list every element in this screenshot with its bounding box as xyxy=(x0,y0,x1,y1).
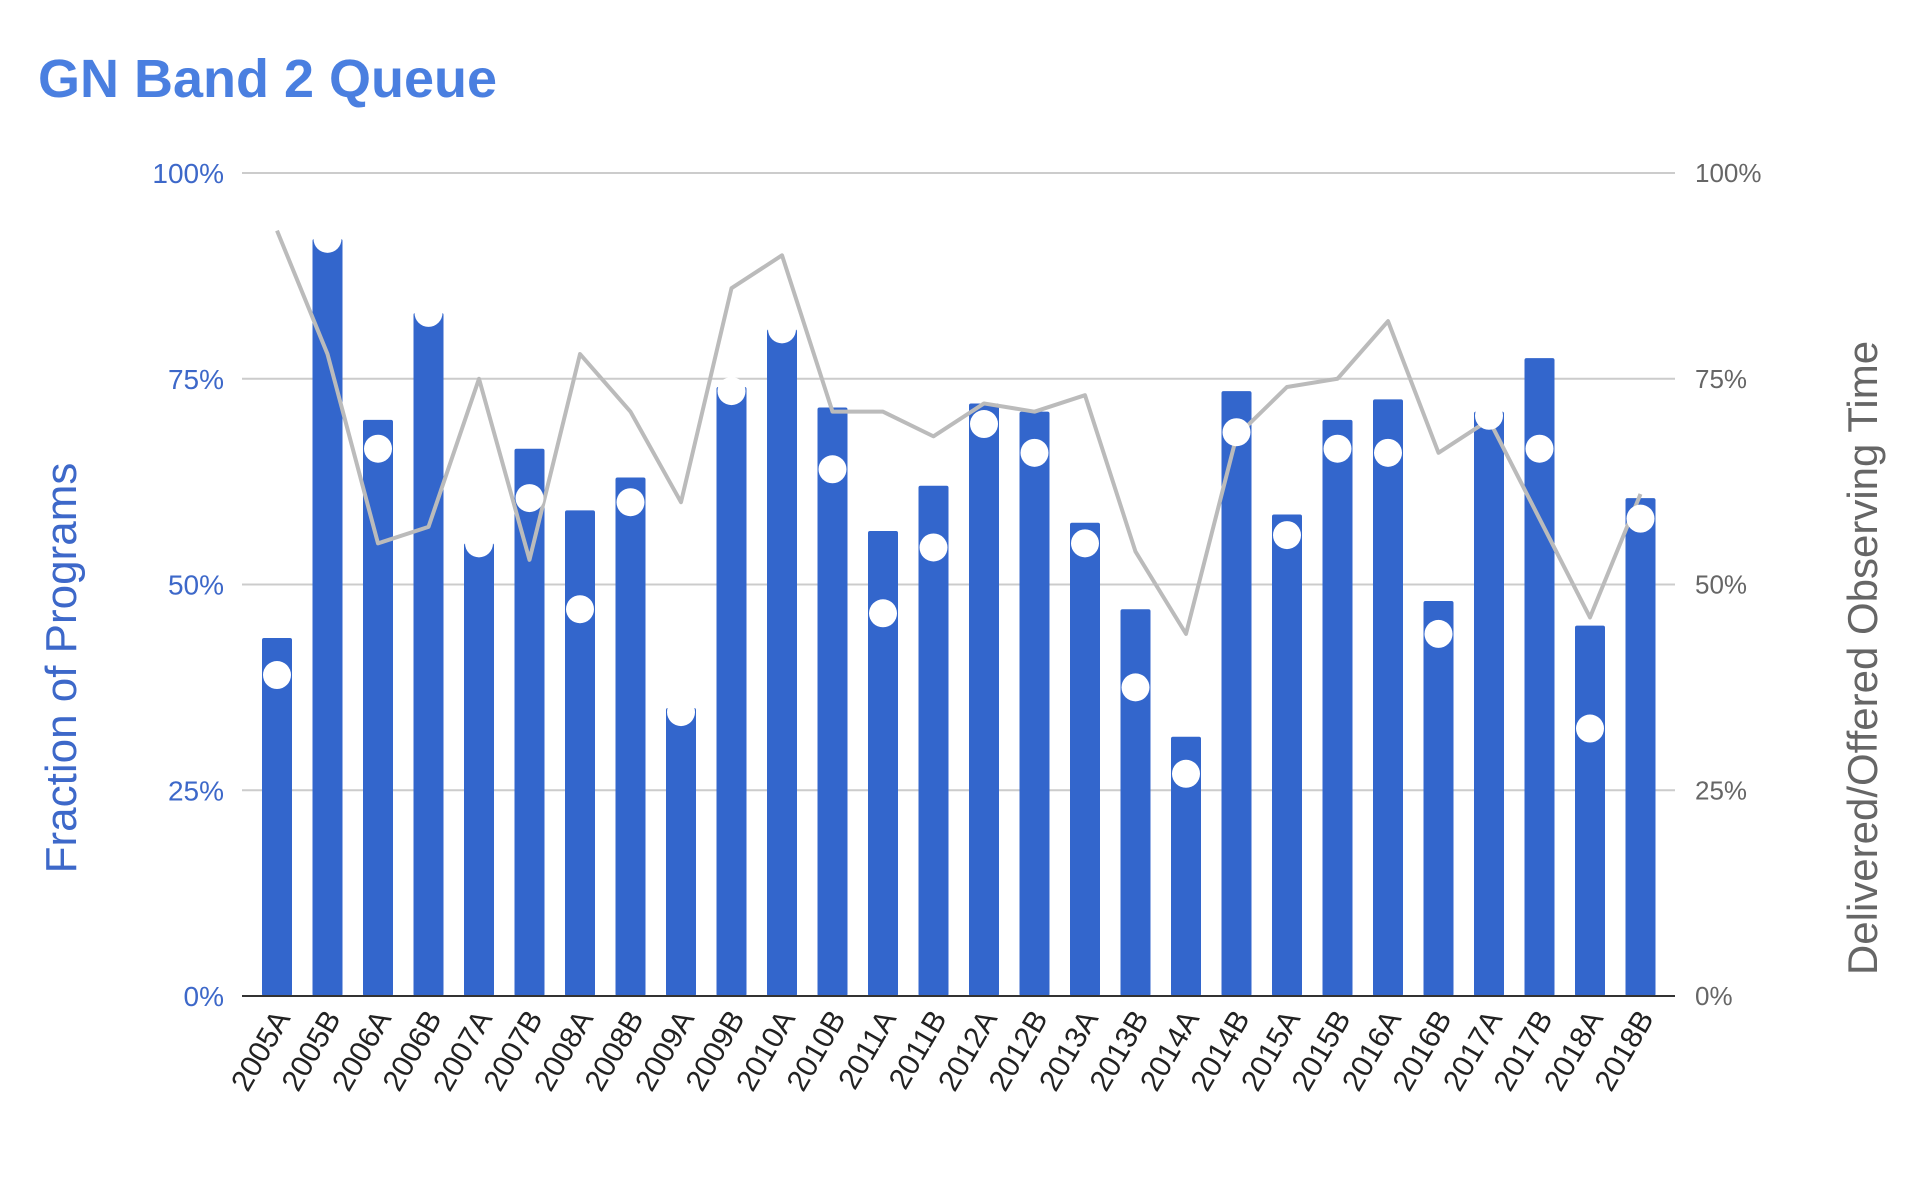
data-dot xyxy=(818,455,847,484)
bar xyxy=(767,329,797,996)
data-dot xyxy=(970,410,998,439)
data-dot xyxy=(1323,434,1352,463)
data-dot xyxy=(1475,401,1503,430)
data-dot xyxy=(515,484,544,513)
bar xyxy=(716,386,747,997)
bar xyxy=(868,531,898,996)
bar xyxy=(1019,411,1050,996)
bar xyxy=(1423,600,1454,996)
bar xyxy=(666,707,696,996)
data-dot xyxy=(919,533,948,562)
data-dot xyxy=(1576,714,1604,743)
bar xyxy=(363,419,393,996)
gridlines xyxy=(242,172,1675,792)
data-dot xyxy=(1273,521,1301,550)
data-dot xyxy=(1071,529,1099,558)
y2-tick-label: 0% xyxy=(1695,981,1733,1011)
y2-tick-label: 25% xyxy=(1695,775,1747,805)
bar xyxy=(514,448,545,997)
y2-tick-label: 75% xyxy=(1695,364,1747,394)
bar xyxy=(969,403,999,996)
data-dot xyxy=(566,595,594,624)
data-dot xyxy=(263,661,291,690)
data-dot xyxy=(1172,759,1200,788)
bar xyxy=(413,312,444,996)
bar xyxy=(1221,391,1252,997)
chart-title: GN Band 2 Queue xyxy=(38,49,498,109)
bar xyxy=(1373,399,1403,996)
data-dot xyxy=(869,599,897,628)
y-tick-label: 25% xyxy=(168,775,224,806)
data-dot xyxy=(616,488,645,517)
y2-tick-label: 100% xyxy=(1695,158,1762,188)
y-tick-label: 100% xyxy=(152,158,224,189)
y2-axis-title: Delivered/Offered Observing Time xyxy=(1839,341,1886,975)
data-dot xyxy=(1424,619,1453,648)
bar xyxy=(918,485,949,996)
dot-series xyxy=(263,224,1655,788)
y-tick-label: 0% xyxy=(184,981,224,1012)
bar xyxy=(1120,609,1151,996)
data-dot xyxy=(768,315,796,344)
data-dot xyxy=(717,377,746,406)
y-tick-label: 75% xyxy=(168,364,224,395)
data-dot xyxy=(364,434,392,463)
line-series-path xyxy=(275,229,1643,636)
y2-tick-label: 50% xyxy=(1695,570,1747,600)
data-dot xyxy=(1121,673,1150,702)
y-tick-label: 50% xyxy=(168,570,224,601)
bar xyxy=(464,543,494,996)
bar xyxy=(565,510,595,996)
bar xyxy=(1322,419,1353,996)
data-dot xyxy=(465,529,493,558)
bar xyxy=(262,637,292,996)
data-dot xyxy=(1525,434,1554,463)
data-dot xyxy=(414,298,443,327)
bar xyxy=(312,238,343,997)
bar xyxy=(1625,498,1656,996)
data-dot xyxy=(1626,504,1655,533)
bar xyxy=(1272,514,1302,996)
line-series xyxy=(275,229,1643,636)
data-dot xyxy=(1374,438,1402,467)
data-dot xyxy=(313,224,342,253)
data-dot xyxy=(1222,418,1251,447)
bar xyxy=(1474,411,1504,996)
bar xyxy=(817,407,848,996)
y-axis-title: Fraction of Programs xyxy=(37,463,86,874)
bar xyxy=(1524,358,1555,996)
bar xyxy=(615,477,646,996)
bar xyxy=(1070,522,1100,996)
bar xyxy=(1171,736,1201,996)
data-dot xyxy=(1020,438,1049,467)
bar-series xyxy=(262,238,1656,997)
bar xyxy=(1575,625,1605,996)
data-dot xyxy=(667,698,695,727)
